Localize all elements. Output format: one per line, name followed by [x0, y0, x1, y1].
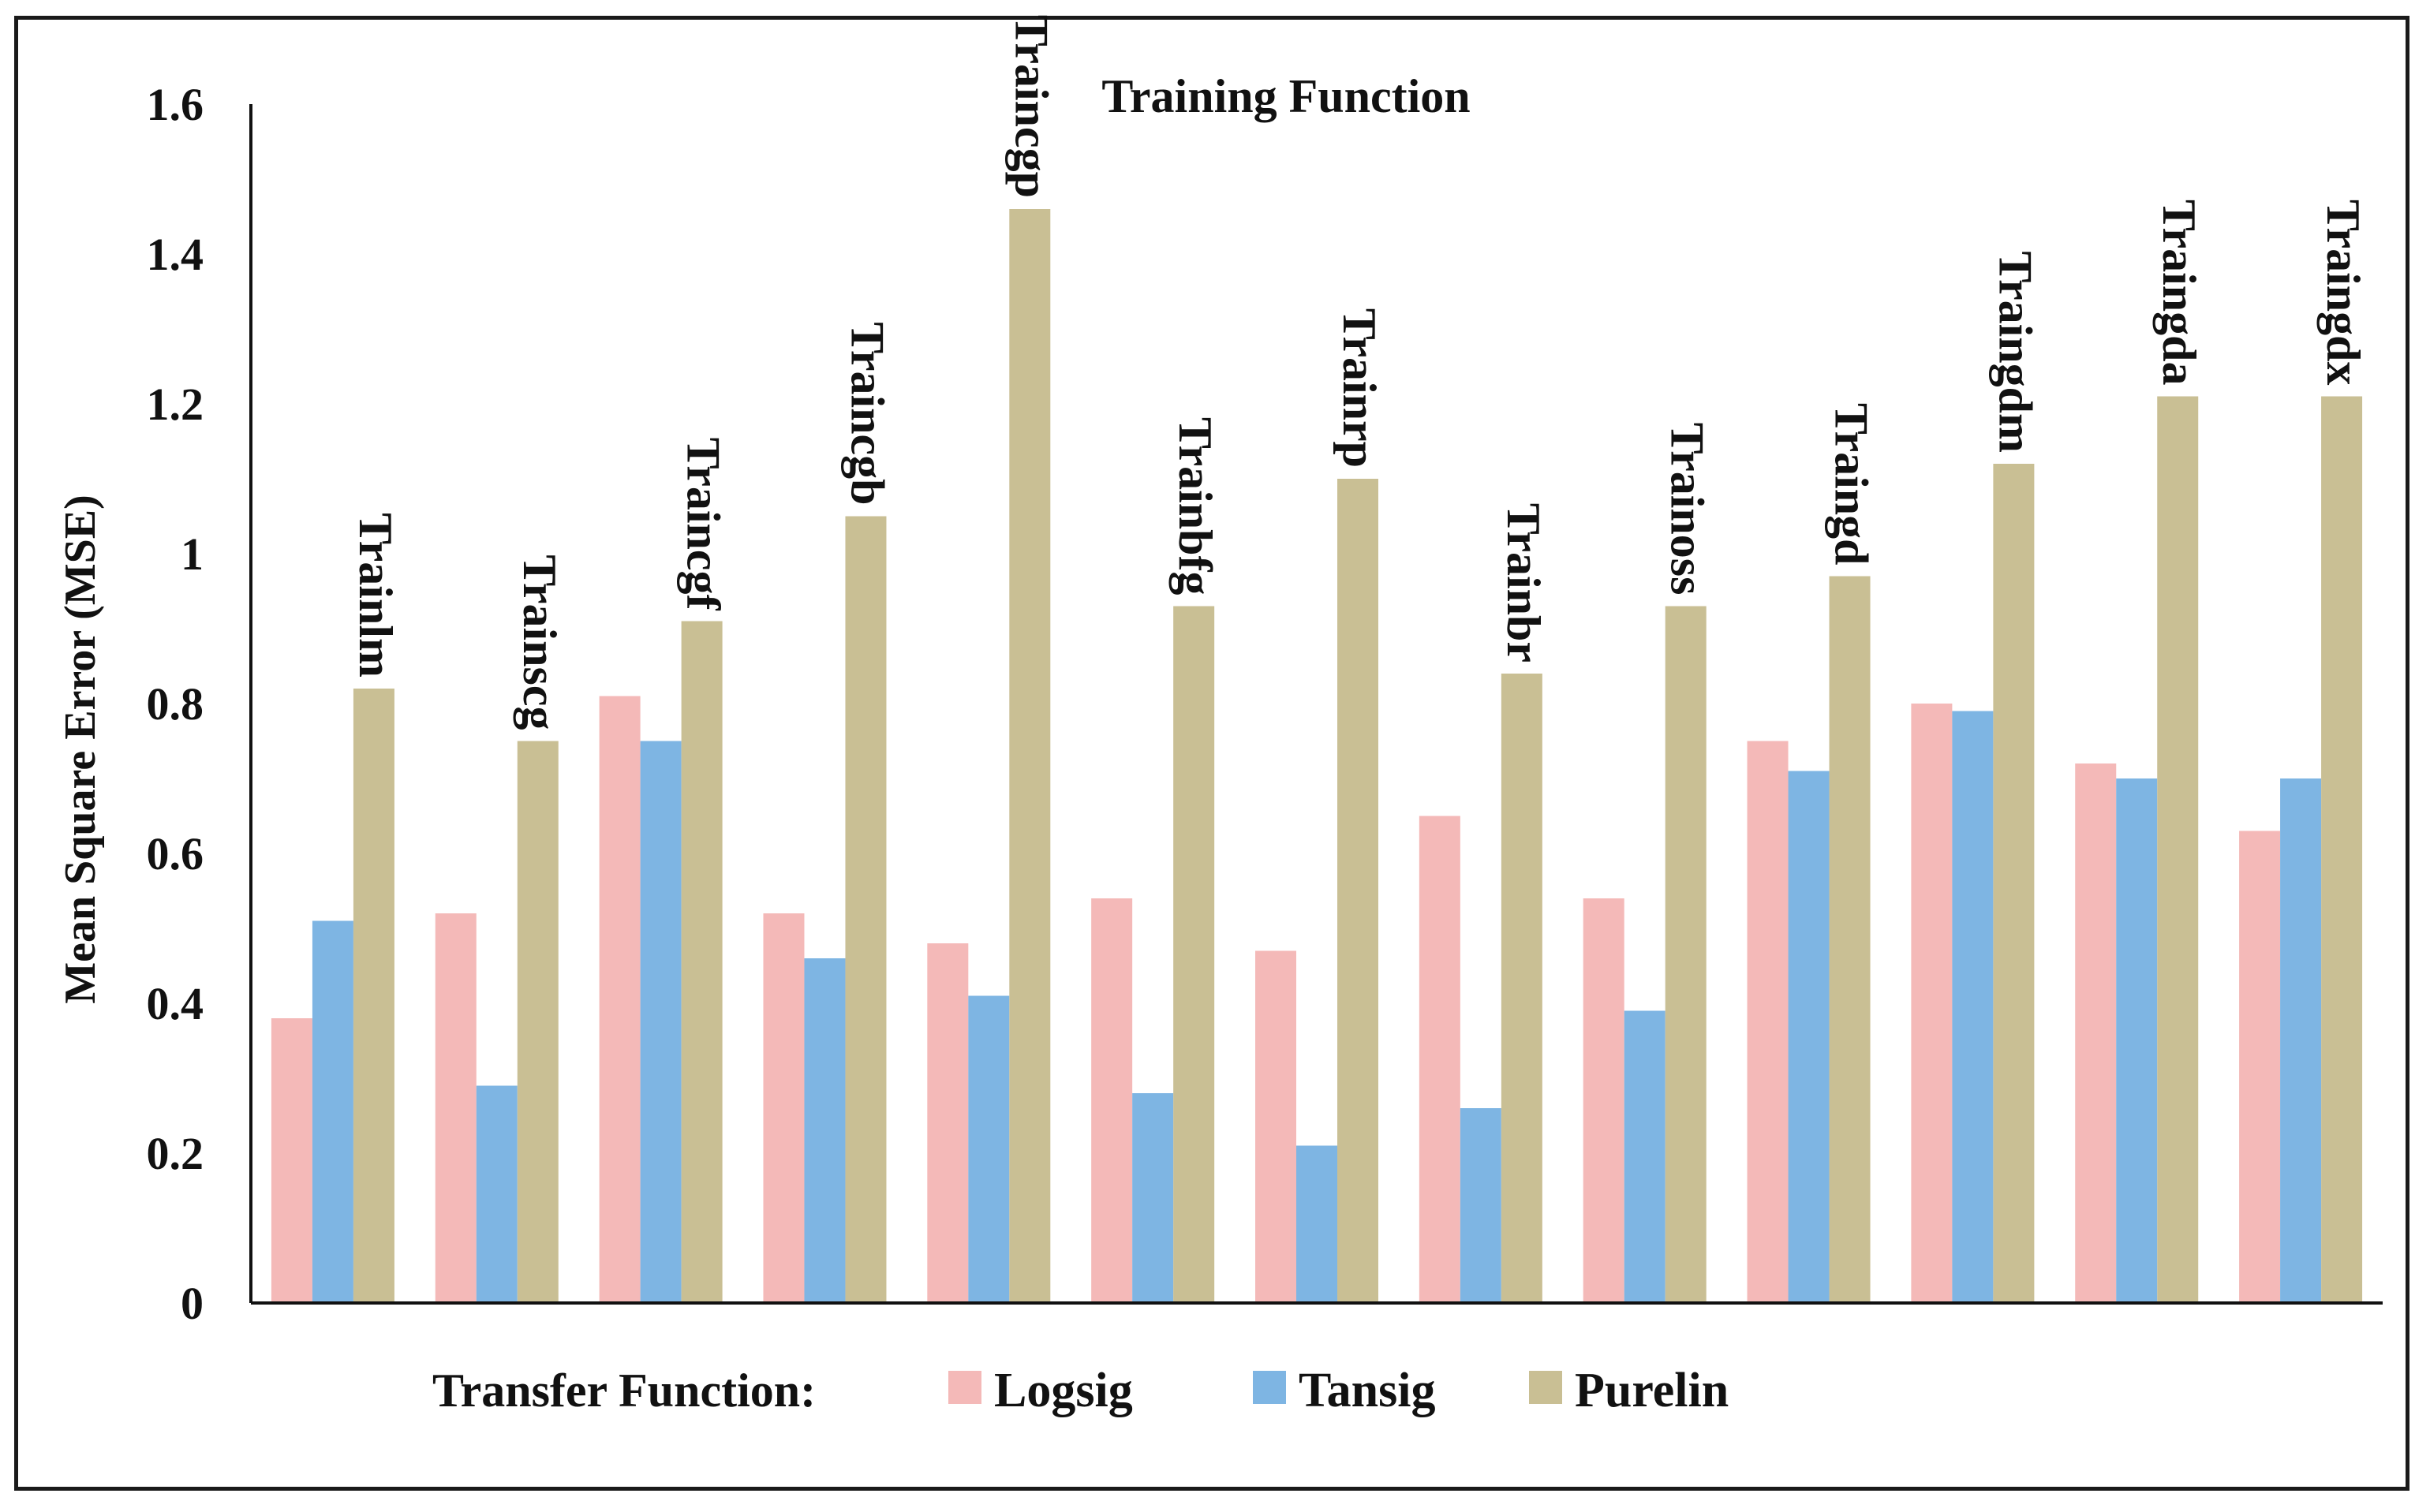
- y-tick-label: 0.2: [147, 1128, 204, 1179]
- category-label-traincgf: Traincgf: [678, 438, 730, 611]
- y-axis-ticks: 0 0.2 0.4 0.6 0.8 1 1.2 1.4 1.6: [147, 79, 204, 1329]
- category-label-traingdm: Traingdm: [1989, 251, 2041, 453]
- bar-tansig-trainrp: [1296, 1145, 1337, 1303]
- bar-logsig-traincgp: [927, 943, 969, 1303]
- chart-title: Training Function: [1101, 70, 1470, 122]
- category-label-traingda: Traingda: [2153, 200, 2205, 386]
- bar-logsig-trainoss: [1583, 898, 1624, 1303]
- bar-tansig-traingda: [2116, 778, 2158, 1303]
- category-label-traingd: Traingd: [1826, 403, 1878, 566]
- legend-swatch-purelin: [1529, 1371, 1562, 1404]
- bar-tansig-trainoss: [1624, 1010, 1665, 1303]
- bar-logsig-traingd: [1747, 741, 1789, 1303]
- legend-label-logsig: Logsig: [994, 1364, 1133, 1417]
- bar-purelin-traingda: [2157, 396, 2199, 1303]
- y-tick-label: 1: [181, 528, 204, 580]
- bar-logsig-trainscg: [435, 913, 477, 1303]
- bar-purelin-traingdx: [2321, 396, 2363, 1303]
- bar-purelin-traincgf: [681, 621, 723, 1303]
- bar-tansig-trainbr: [1460, 1108, 1501, 1303]
- bar-logsig-trainbr: [1419, 816, 1460, 1303]
- legend-label-tansig: Tansig: [1299, 1364, 1436, 1417]
- category-label-trainbr: Trainbr: [1497, 503, 1550, 663]
- legend-label-purelin: Purelin: [1575, 1364, 1729, 1417]
- bar-tansig-trainlm: [312, 920, 353, 1303]
- y-tick-label: 1.2: [147, 379, 204, 430]
- bar-purelin-traingd: [1829, 576, 1871, 1303]
- bar-purelin-trainrp: [1337, 479, 1378, 1303]
- y-tick-label: 0.6: [147, 828, 204, 879]
- bar-tansig-traincgb: [804, 958, 846, 1303]
- y-tick-label: 0: [181, 1278, 204, 1329]
- bar-tansig-traingd: [1788, 771, 1830, 1303]
- bar-tansig-traingdm: [1952, 711, 1994, 1303]
- category-label-trainscg: Trainscg: [514, 554, 566, 730]
- bar-logsig-traingdx: [2239, 831, 2281, 1303]
- y-tick-label: 0.8: [147, 678, 204, 730]
- category-labels: Trainlm Trainscg Traincgf Traincgb Traincgp T…: [350, 15, 2369, 730]
- y-tick-label: 1.4: [147, 229, 204, 280]
- y-tick-label: 1.6: [147, 79, 204, 130]
- category-label-trainbfg: Trainbfg: [1169, 417, 1221, 595]
- category-label-traingdx: Traingdx: [2317, 200, 2369, 386]
- bar-purelin-trainbr: [1501, 674, 1542, 1303]
- legend-swatch-logsig: [948, 1371, 981, 1404]
- bar-logsig-trainrp: [1255, 950, 1296, 1303]
- bar-logsig-trainlm: [271, 1018, 312, 1303]
- bar-tansig-trainscg: [476, 1085, 518, 1303]
- bar-tansig-traincgp: [968, 995, 1010, 1303]
- legend: Transfer Function: Logsig Tansig Purelin: [432, 1364, 1729, 1417]
- bar-purelin-traincgp: [1009, 209, 1051, 1303]
- category-label-traincgb: Traincgb: [841, 322, 893, 505]
- bar-purelin-trainoss: [1665, 606, 1707, 1303]
- legend-title: Transfer Function:: [432, 1365, 816, 1417]
- bar-tansig-traincgf: [640, 741, 682, 1303]
- bar-logsig-traincgf: [599, 696, 641, 1303]
- bar-purelin-traincgb: [845, 516, 887, 1303]
- category-label-traincgp: Traincgp: [1005, 15, 1057, 198]
- bar-logsig-trainbfg: [1091, 898, 1133, 1303]
- bar-purelin-trainbfg: [1173, 606, 1215, 1303]
- bar-purelin-traingdm: [1993, 464, 2035, 1303]
- bar-purelin-trainscg: [517, 741, 559, 1303]
- category-label-trainrp: Trainrp: [1333, 308, 1385, 468]
- category-label-trainoss: Trainoss: [1662, 423, 1714, 595]
- y-tick-label: 0.4: [147, 978, 204, 1029]
- bar-tansig-trainbfg: [1132, 1093, 1174, 1303]
- bar-tansig-traingdx: [2280, 778, 2322, 1303]
- bars-group: [271, 209, 2363, 1303]
- legend-swatch-tansig: [1253, 1371, 1286, 1404]
- category-label-trainlm: Trainlm: [350, 513, 402, 678]
- bar-logsig-traincgb: [763, 913, 805, 1303]
- y-axis-label: Mean Square Error (MSE): [56, 495, 105, 1004]
- bar-purelin-trainlm: [353, 689, 394, 1303]
- bar-logsig-traingdm: [1911, 704, 1953, 1303]
- bar-logsig-traingda: [2075, 763, 2117, 1303]
